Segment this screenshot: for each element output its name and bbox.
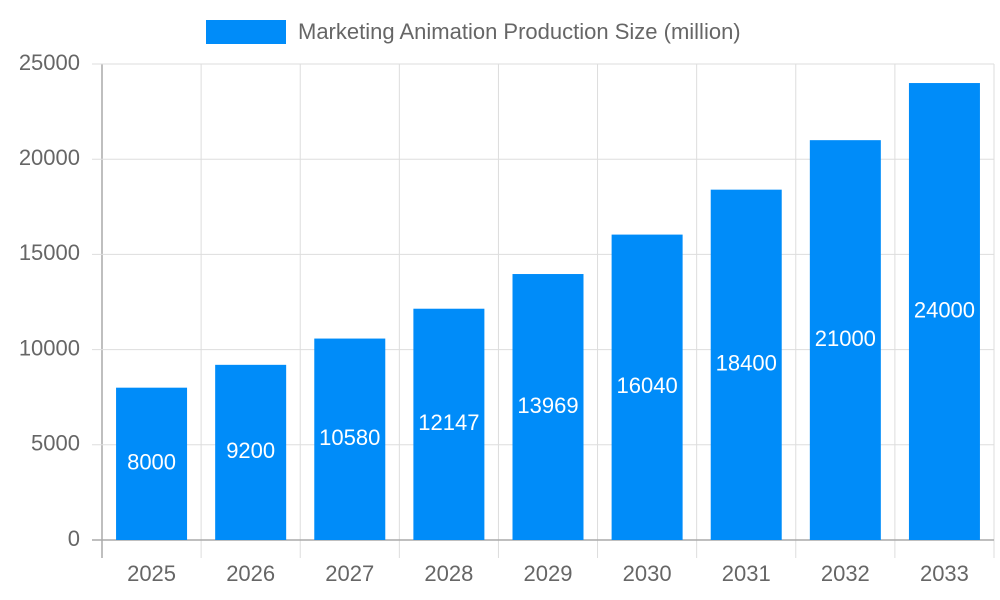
bar — [512, 274, 584, 540]
data-label: 12147 — [418, 410, 479, 435]
y-tick-label: 20000 — [19, 145, 80, 170]
y-tick-label: 10000 — [19, 335, 80, 360]
x-tick-label: 2028 — [424, 561, 473, 586]
x-tick-label: 2032 — [821, 561, 870, 586]
bar — [809, 140, 881, 540]
legend-label: Marketing Animation Production Size (mil… — [298, 19, 741, 44]
data-label: 21000 — [815, 326, 876, 351]
x-tick-label: 2026 — [226, 561, 275, 586]
bar — [908, 83, 980, 540]
bar — [314, 338, 386, 540]
x-tick-label: 2029 — [524, 561, 573, 586]
x-tick-label: 2033 — [920, 561, 969, 586]
y-tick-label: 5000 — [31, 431, 80, 456]
bar — [215, 364, 287, 540]
data-label: 13969 — [517, 393, 578, 418]
x-tick-label: 2027 — [325, 561, 374, 586]
data-label: 24000 — [914, 297, 975, 322]
legend-swatch — [206, 20, 286, 44]
bar — [611, 234, 683, 541]
y-tick-label: 15000 — [19, 240, 80, 265]
bar — [710, 189, 782, 540]
x-tick-label: 2031 — [722, 561, 771, 586]
x-tick-label: 2030 — [623, 561, 672, 586]
data-label: 8000 — [127, 450, 176, 475]
y-tick-label: 0 — [68, 526, 80, 551]
y-tick-label: 25000 — [19, 50, 80, 75]
x-tick-label: 2025 — [127, 561, 176, 586]
bar — [413, 308, 485, 540]
data-label: 16040 — [617, 373, 678, 398]
data-label: 9200 — [226, 438, 275, 463]
bar — [116, 387, 188, 540]
data-label: 18400 — [716, 351, 777, 376]
data-label: 10580 — [319, 425, 380, 450]
